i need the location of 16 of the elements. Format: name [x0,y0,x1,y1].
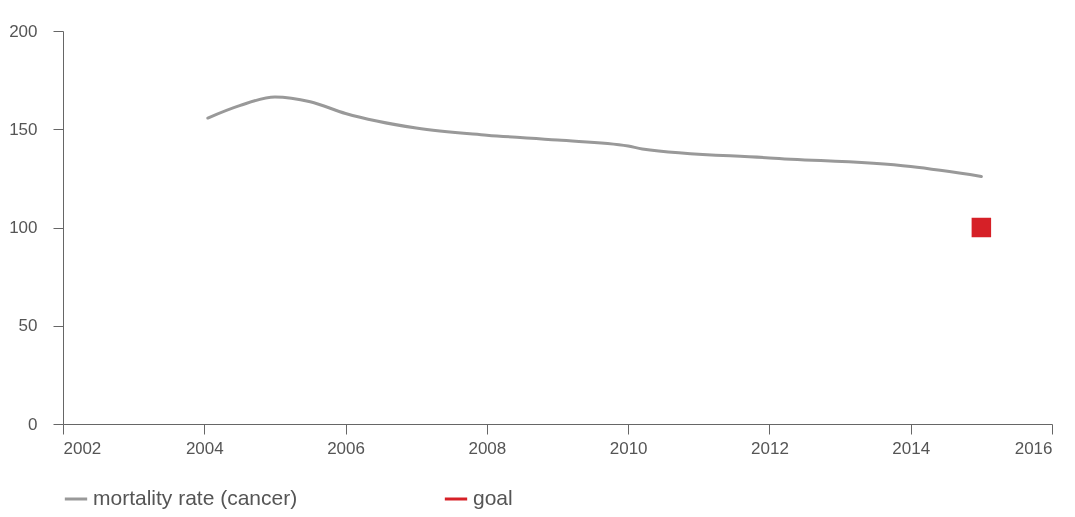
x-tick-label: 2002 [63,438,102,458]
y-tick-label: 200 [9,21,38,41]
x-tick-label: 2008 [468,438,507,458]
x-tick-label: 2012 [751,438,789,458]
y-tick-label: 0 [28,414,38,434]
y-tick-label: 50 [18,316,38,336]
x-tick-label: 2010 [609,438,648,458]
y-tick-label: 150 [9,119,38,139]
legend-label: goal [473,486,513,509]
legend-label: mortality rate (cancer) [93,486,298,509]
x-tick-label: 2004 [185,438,224,458]
line-series [206,95,983,178]
x-tick-label: 2006 [327,438,365,458]
x-tick-label: 2016 [1014,438,1053,458]
y-tick-label: 100 [9,218,38,237]
x-tick-label: 2014 [892,438,931,458]
